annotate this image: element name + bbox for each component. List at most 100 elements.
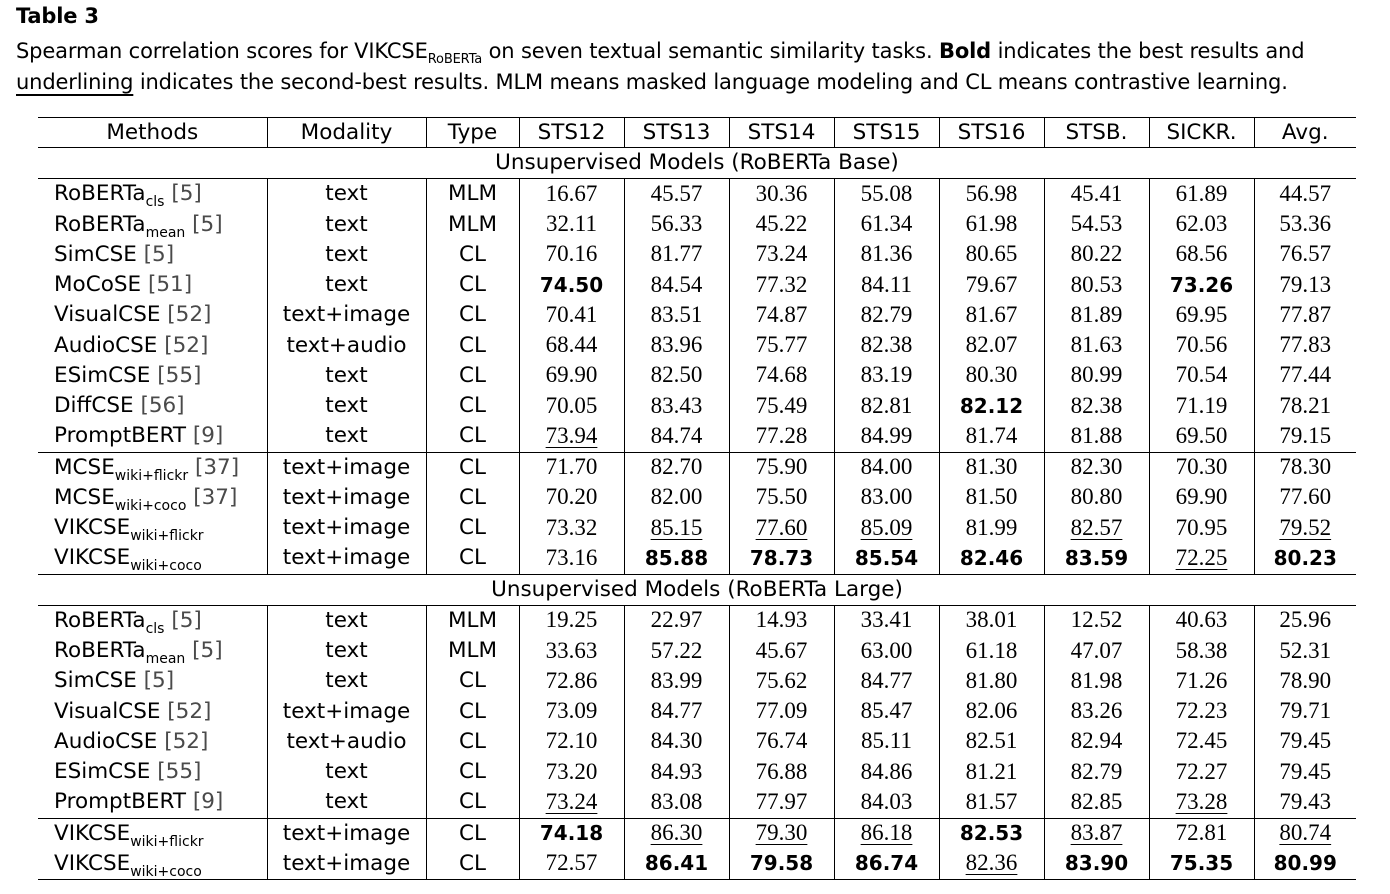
score-value: 83.19	[860, 362, 913, 388]
score-value: 72.25	[1175, 544, 1228, 570]
method-reference: [52]	[167, 698, 212, 724]
score-value: 79.13	[1279, 271, 1332, 297]
score-cell: 78.30	[1253, 451, 1356, 483]
method-reference: [5]	[171, 181, 202, 207]
score-cell: 83.00	[833, 482, 940, 513]
score-cell: 75.77	[728, 330, 835, 361]
method-reference: [9]	[192, 423, 224, 449]
table-row: SimCSE [5] text CL 70.16 81.77 73.24 81.36 80.6…	[38, 239, 1356, 270]
score-value: 73.20	[545, 758, 598, 784]
score-value: 56.33	[650, 211, 703, 237]
type-cell: MLM	[425, 605, 520, 636]
score-cell: 77.60	[728, 513, 835, 544]
score-cell: 70.20	[518, 482, 625, 513]
score-value: 82.94	[1070, 728, 1123, 754]
modality-cell: text+audio	[266, 330, 427, 361]
score-cell: 85.09	[833, 513, 940, 544]
score-cell: 83.96	[623, 330, 730, 361]
method-reference: [37]	[194, 454, 240, 480]
score-value: 81.63	[1070, 332, 1123, 358]
type-cell: CL	[425, 696, 520, 727]
score-cell: 85.88	[623, 543, 730, 574]
score-cell: 83.99	[623, 666, 730, 697]
score-cell: 81.57	[938, 787, 1045, 818]
score-cell: 76.88	[728, 757, 835, 788]
score-value: 80.80	[1070, 484, 1123, 510]
score-value: 83.87	[1070, 820, 1123, 846]
score-value: 84.30	[650, 728, 703, 754]
score-cell: 82.46	[938, 543, 1045, 574]
score-cell: 80.99	[1253, 848, 1356, 880]
method-name: PromptBERT	[54, 789, 186, 815]
score-value: 84.99	[860, 422, 913, 448]
method-name: RoBERTa	[54, 211, 146, 237]
score-cell: 77.60	[1253, 482, 1356, 513]
method-reference: [5]	[192, 638, 223, 664]
score-cell: 69.50	[1148, 421, 1255, 452]
score-value: 84.11	[861, 271, 912, 297]
score-value: 86.41	[644, 851, 709, 876]
score-value: 82.53	[959, 821, 1024, 846]
score-value: 56.98	[965, 180, 1018, 206]
modality-cell: text	[266, 209, 427, 240]
score-value: 83.43	[650, 392, 703, 418]
score-value: 74.18	[539, 821, 604, 846]
score-value: 71.70	[545, 454, 598, 480]
score-value: 70.41	[545, 301, 598, 327]
score-value: 83.51	[650, 301, 703, 327]
column-header: STS15	[833, 117, 940, 148]
score-cell: 74.68	[728, 360, 835, 391]
score-cell: 77.83	[1253, 330, 1356, 361]
method-name: ESimCSE	[54, 759, 151, 785]
score-value: 80.23	[1273, 545, 1337, 570]
column-header: Methods	[38, 117, 268, 148]
score-cell: 78.90	[1253, 666, 1356, 697]
method-cell: VIKCSEwiki+coco	[38, 543, 268, 575]
score-cell: 55.08	[833, 178, 940, 210]
method-name: PromptBERT	[54, 423, 186, 449]
score-cell: 83.26	[1043, 696, 1150, 727]
score-value: 61.18	[965, 637, 1018, 663]
score-cell: 33.41	[833, 605, 940, 636]
modality-cell: text+image	[266, 817, 427, 849]
score-value: 81.21	[965, 758, 1018, 784]
type-cell: CL	[425, 421, 520, 452]
score-value: 73.09	[545, 698, 598, 724]
method-cell: MoCoSE [51]	[38, 270, 268, 301]
score-value: 85.15	[650, 514, 703, 540]
score-value: 78.73	[749, 545, 814, 570]
method-subscript: mean	[145, 224, 186, 241]
method-name: SimCSE	[54, 668, 137, 694]
score-cell: 81.88	[1043, 421, 1150, 452]
score-value: 82.51	[965, 728, 1018, 754]
score-value: 72.45	[1175, 728, 1228, 754]
score-cell: 44.57	[1253, 178, 1356, 210]
caption-model-subscript: RoBERTa	[427, 52, 483, 67]
score-cell: 72.86	[518, 666, 625, 697]
score-cell: 79.30	[728, 817, 835, 849]
score-value: 82.57	[1070, 514, 1123, 540]
method-name: VisualCSE	[54, 698, 161, 724]
score-cell: 81.30	[938, 451, 1045, 483]
method-subscript: wiki+coco	[130, 558, 202, 575]
score-value: 32.11	[546, 211, 597, 237]
type-cell: CL	[425, 726, 520, 757]
score-value: 83.26	[1070, 698, 1123, 724]
score-value: 71.19	[1175, 392, 1228, 418]
score-value: 86.30	[650, 820, 703, 846]
score-cell: 77.28	[728, 421, 835, 452]
method-name: AudioCSE	[54, 332, 158, 358]
score-value: 77.60	[755, 514, 808, 540]
score-value: 70.20	[545, 484, 598, 510]
score-value: 22.97	[650, 607, 703, 633]
score-cell: 79.15	[1253, 421, 1356, 452]
table-row: VisualCSE [52] text+image CL 70.41 83.51 74.8…	[38, 300, 1356, 331]
score-value: 84.00	[860, 454, 913, 480]
modality-cell: text+image	[266, 451, 427, 483]
score-value: 81.77	[650, 241, 703, 267]
score-cell: 84.86	[833, 757, 940, 788]
score-cell: 22.97	[623, 605, 730, 636]
score-cell: 83.43	[623, 391, 730, 422]
score-value: 76.57	[1279, 241, 1332, 267]
score-cell: 80.99	[1043, 360, 1150, 391]
